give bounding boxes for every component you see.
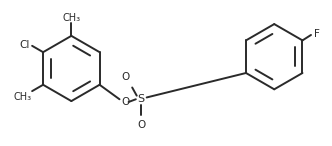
Text: F: F (314, 29, 320, 39)
Text: CH₃: CH₃ (62, 13, 80, 23)
Text: O: O (137, 120, 145, 130)
Text: S: S (138, 94, 145, 104)
Text: O: O (122, 72, 130, 82)
Text: Cl: Cl (19, 40, 30, 50)
Text: O: O (121, 97, 129, 107)
Text: CH₃: CH₃ (13, 92, 31, 102)
